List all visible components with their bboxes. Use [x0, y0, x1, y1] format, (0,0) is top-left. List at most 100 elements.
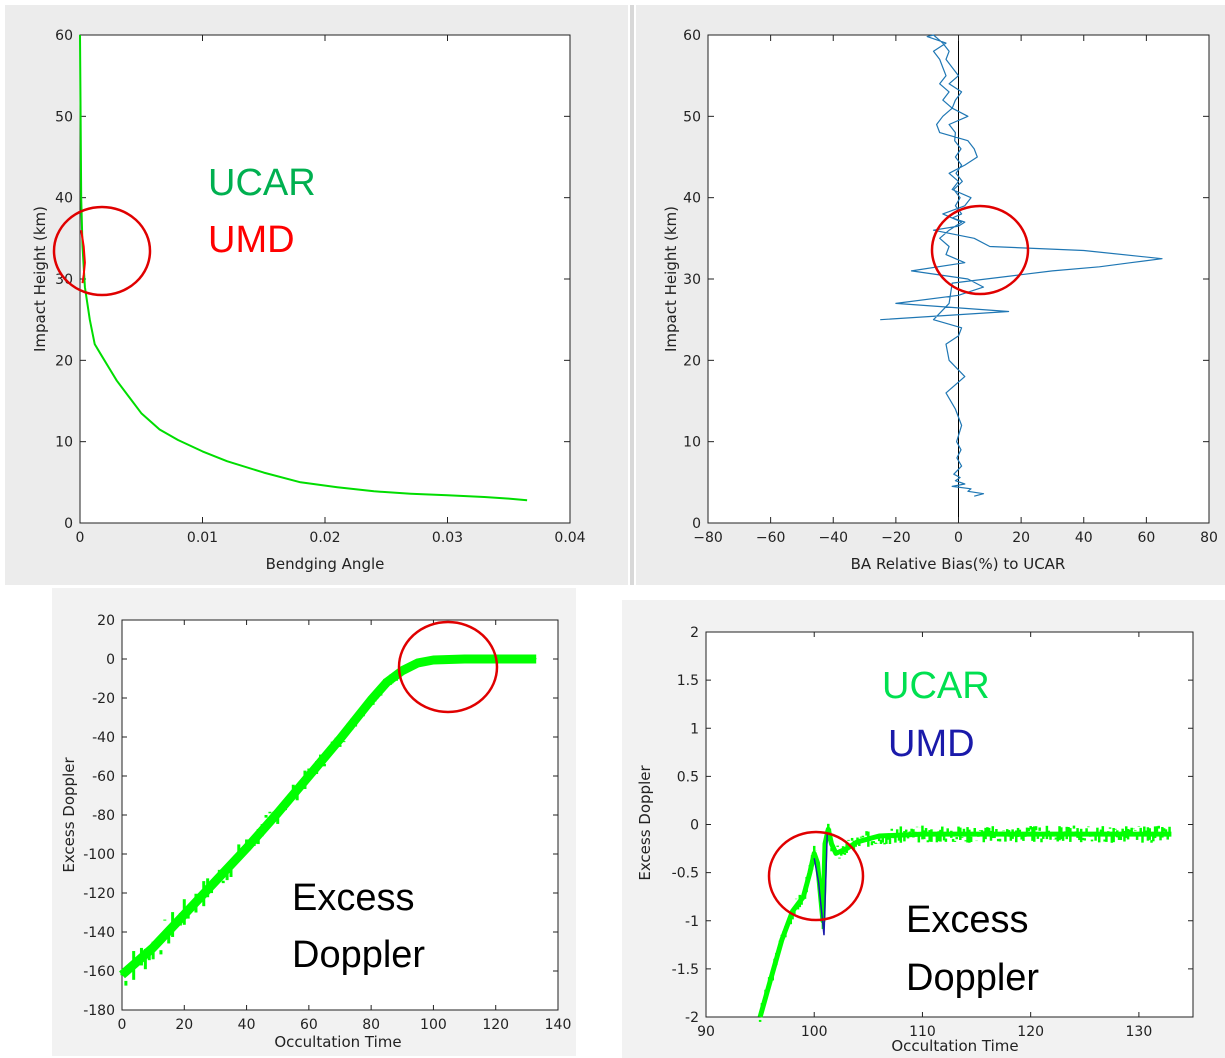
x-tick-label: 0.03 [432, 530, 463, 546]
series-line-umd [813, 834, 828, 936]
x-tick-label: 140 [545, 1017, 572, 1033]
series-line-ucar [79, 34, 528, 502]
y-tick-label: -180 [83, 1003, 115, 1019]
x-tick-label: 40 [1075, 530, 1093, 546]
x-tick-label: 20 [1012, 530, 1030, 546]
y-tick-label: 0 [106, 652, 115, 668]
chart-2: −80 −60 −40 −20 0 20 40 60 80 0 10 20 30 40 50 60 BA Re… [662, 28, 1218, 573]
y-tick-label: 0.5 [677, 769, 699, 785]
x-tick-label: 60 [1137, 530, 1155, 546]
y-tick-label: 1.5 [677, 673, 699, 689]
y-tick-label: 20 [683, 353, 701, 369]
y-tick-label: 60 [683, 28, 701, 44]
x-tick-label: 120 [482, 1017, 509, 1033]
y-tick-label: 60 [55, 28, 73, 44]
x-tick-label: 0.04 [554, 530, 585, 546]
panel-divider [630, 5, 634, 585]
chart-3-highlight-circle [397, 620, 499, 714]
chart-3-ticks: 0 20 40 60 80 100 120 140 20 0 -20 -40 -60 -80 -100 -12… [83, 613, 571, 1033]
y-tick-label: -80 [92, 808, 115, 824]
x-tick-label: −60 [756, 530, 786, 546]
y-tick-label: -2 [685, 1010, 699, 1026]
chart-3: 0 20 40 60 80 100 120 140 20 0 -20 -40 -60 -80 -100 -12… [60, 613, 571, 1051]
chart-2-xlabel: BA Relative Bias(%) to UCAR [851, 555, 1066, 573]
chart-4-annotation-excess: Excess [906, 899, 1028, 941]
chart-3-ylabel: Excess Doppler [60, 757, 78, 873]
y-tick-label: -20 [92, 691, 115, 707]
chart-4-highlight-circle [767, 830, 865, 922]
chart-1-annotation-umd: UMD [208, 219, 295, 261]
y-tick-label: 1 [690, 721, 699, 737]
x-tick-label: 0.01 [187, 530, 218, 546]
x-tick-label: 0 [118, 1017, 127, 1033]
x-tick-label: 0 [954, 530, 963, 546]
x-tick-label: 20 [175, 1017, 193, 1033]
chart-4-annotation-doppler: Doppler [906, 957, 1039, 999]
y-tick-label: -60 [92, 769, 115, 785]
chart-4-annotation-umd: UMD [888, 723, 975, 765]
chart-3-xlabel: Occultation Time [274, 1033, 401, 1051]
x-tick-label: 120 [1017, 1024, 1044, 1040]
x-tick-label: −20 [881, 530, 911, 546]
chart-3-annotation-excess: Excess [292, 877, 414, 919]
series-line-umd [80, 230, 86, 284]
x-tick-label: 0 [76, 530, 85, 546]
chart-4-annotation-ucar: UCAR [882, 665, 990, 707]
x-tick-label: 80 [362, 1017, 380, 1033]
chart-4-series [757, 823, 1172, 1022]
chart-4-xlabel: Occultation Time [891, 1037, 1018, 1055]
chart-1-xlabel: Bendging Angle [266, 555, 385, 573]
y-tick-label: 2 [690, 625, 699, 641]
y-tick-label: -1.5 [672, 962, 699, 978]
x-tick-label: 90 [697, 1024, 715, 1040]
x-tick-label: 60 [300, 1017, 318, 1033]
chart-3-series [119, 654, 537, 986]
y-tick-label: 50 [55, 109, 73, 125]
y-tick-label: 50 [683, 109, 701, 125]
chart-1-highlight-circle [52, 205, 152, 297]
y-tick-label: -120 [83, 886, 115, 902]
x-tick-label: −80 [693, 530, 723, 546]
y-tick-label: -40 [92, 730, 115, 746]
y-tick-label: -0.5 [672, 866, 699, 882]
y-tick-label: 30 [683, 272, 701, 288]
chart-4-ylabel: Excess Doppler [636, 765, 654, 881]
chart-3-plot-area [121, 619, 559, 1011]
chart-2-ticks: −80 −60 −40 −20 0 20 40 60 80 0 10 20 30 40 50 60 [683, 28, 1218, 546]
series-line-bias [880, 34, 1163, 497]
chart-4-plot-area [705, 631, 1194, 1018]
chart-4-ticks: 90 100 110 120 130 2 1.5 1 0.5 0 -0.5 -1 -1.5 -2 [672, 625, 1193, 1040]
chart-2-series [880, 34, 1163, 497]
chart-2-highlight-circle [930, 204, 1030, 296]
y-tick-label: 10 [683, 435, 701, 451]
y-tick-label: 20 [97, 613, 115, 629]
x-tick-label: 80 [1200, 530, 1218, 546]
x-tick-label: 40 [238, 1017, 256, 1033]
y-tick-label: 10 [55, 435, 73, 451]
y-tick-label: 40 [683, 191, 701, 207]
chart-1-annotation-ucar: UCAR [208, 162, 316, 204]
chart-4: 90 100 110 120 130 2 1.5 1 0.5 0 -0.5 -1 -1.5 -2 Occu… [636, 625, 1194, 1055]
y-tick-label: 0 [64, 516, 73, 532]
y-tick-label: 0 [692, 516, 701, 532]
x-tick-label: 100 [801, 1024, 828, 1040]
y-tick-label: -160 [83, 964, 115, 980]
y-tick-label: -140 [83, 925, 115, 941]
y-tick-label: 0 [690, 818, 699, 834]
y-tick-label: -1 [685, 914, 699, 930]
y-tick-label: 40 [55, 191, 73, 207]
x-tick-label: 0.02 [309, 530, 340, 546]
x-tick-label: −40 [818, 530, 848, 546]
chart-3-annotation-doppler: Doppler [292, 934, 425, 976]
x-tick-label: 100 [420, 1017, 447, 1033]
y-tick-label: 20 [55, 353, 73, 369]
chart-1-series [79, 34, 528, 502]
chart-1-plot-area [79, 34, 571, 524]
x-tick-label: 110 [909, 1024, 936, 1040]
x-tick-label: 130 [1126, 1024, 1153, 1040]
chart-1-ylabel: Impact Height (km) [31, 206, 49, 352]
chart-2-ylabel: Impact Height (km) [662, 206, 680, 352]
